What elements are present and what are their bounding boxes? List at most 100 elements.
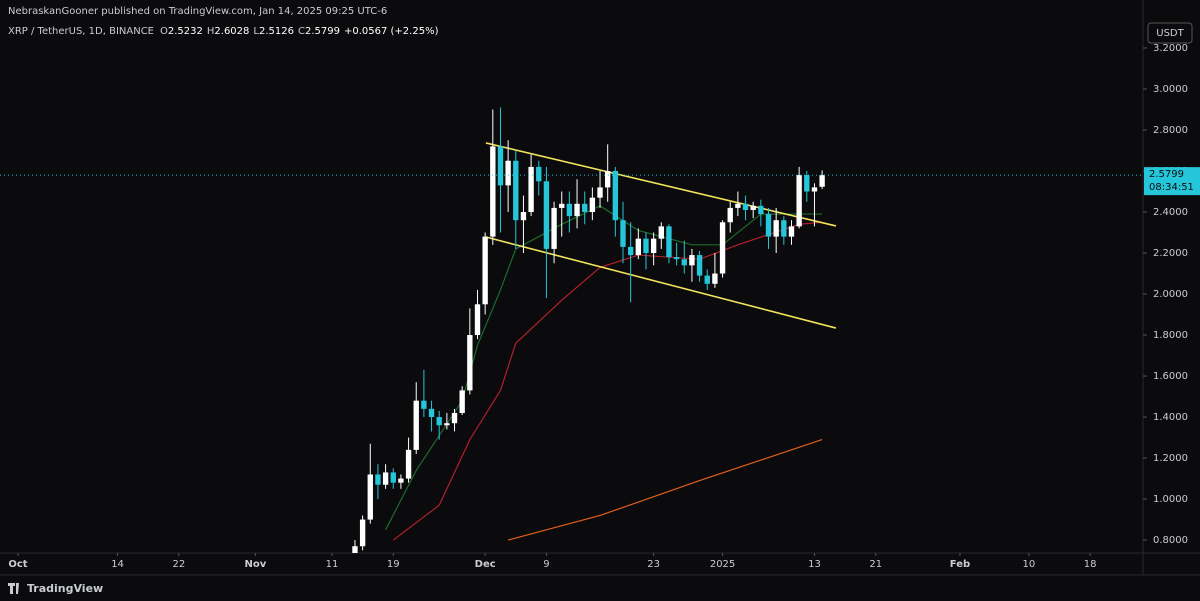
candle-body <box>597 187 603 198</box>
candle-body <box>796 175 802 227</box>
candle-body <box>758 205 764 215</box>
candle-body <box>658 226 664 239</box>
candle-body <box>735 203 741 208</box>
trendline <box>485 236 837 329</box>
candle-body <box>704 275 710 284</box>
candle-body <box>781 220 787 237</box>
y-tick-label: 2.0000 <box>1153 289 1188 300</box>
ohlc-value: 2.5126 <box>259 26 294 37</box>
candle-body <box>543 181 550 249</box>
ohlc-label: C <box>298 26 305 37</box>
symbol: XRP / TetherUS, 1D, BINANCE <box>8 26 154 37</box>
ohlc-value: 2.5799 <box>305 26 340 37</box>
ohlc-label: H <box>207 26 215 37</box>
x-tick-label: 21 <box>869 559 882 570</box>
candle-body <box>398 478 404 483</box>
moving-average <box>507 439 823 541</box>
candle-body <box>742 203 749 210</box>
candle-body <box>551 207 557 249</box>
y-tick-label: 1.6000 <box>1153 371 1188 382</box>
candle-body <box>451 412 458 424</box>
y-tick-label: 1.2000 <box>1153 453 1188 464</box>
x-tick-label: 10 <box>1023 559 1036 570</box>
candle-body <box>635 238 641 256</box>
candle-body <box>513 160 519 221</box>
x-tick-label: 22 <box>172 559 185 570</box>
candle-body <box>681 259 687 266</box>
candle-body <box>467 335 473 391</box>
candle-body <box>505 160 511 186</box>
candle-body <box>582 203 588 213</box>
candle-body <box>719 222 726 274</box>
x-tick-label: 19 <box>387 559 400 570</box>
y-tick-label: 1.4000 <box>1153 412 1188 423</box>
candle-body <box>436 417 442 426</box>
ohlc-label: O <box>160 26 168 37</box>
brand: TradingView <box>27 582 103 595</box>
candle-body <box>490 146 496 237</box>
candle-body <box>765 214 772 237</box>
candle-body <box>444 423 450 426</box>
x-tick-label: 18 <box>1084 559 1097 570</box>
candle-body <box>627 246 634 256</box>
candle-body <box>421 400 427 409</box>
trendline <box>485 142 837 227</box>
plot-area <box>0 107 1143 553</box>
y-tick-label: 3.0000 <box>1153 84 1188 95</box>
x-tick-label: Dec <box>475 559 496 570</box>
candle-body <box>359 519 366 547</box>
y-tick-label: 1.8000 <box>1153 330 1188 341</box>
candle-body <box>696 255 703 276</box>
candle-body <box>520 212 527 221</box>
brand-logo <box>8 583 19 594</box>
currency[interactable]: USDT <box>1156 28 1184 39</box>
candle-body <box>367 474 373 520</box>
candle-body <box>712 273 718 284</box>
candle-body <box>528 166 534 213</box>
y-tick-label: 2.2000 <box>1153 248 1188 259</box>
y-tick-label: 3.2000 <box>1153 43 1188 54</box>
candle-body <box>413 400 419 450</box>
x-tick-label: 11 <box>326 559 339 570</box>
y-tick-label: 2.4000 <box>1153 207 1188 218</box>
x-tick-label: 14 <box>111 559 124 570</box>
candle-body <box>643 238 649 254</box>
x-tick-label: 9 <box>543 559 549 570</box>
candle-body <box>574 203 580 217</box>
candle-body <box>482 236 488 305</box>
x-tick-label: 23 <box>647 559 660 570</box>
legend-text: XRP / TetherUS, 1D, BINANCE O2.5232 H2.602… <box>8 26 439 37</box>
candle-body <box>559 203 565 208</box>
candle-body <box>605 171 611 188</box>
candle-body <box>666 226 672 258</box>
moving-average <box>392 221 823 541</box>
candle-body <box>620 220 626 247</box>
candle-body <box>382 472 389 485</box>
candle-body <box>566 203 573 217</box>
x-tick-label: 13 <box>808 559 821 570</box>
candle-body <box>673 257 680 260</box>
change: +0.0567 (+2.25%) <box>344 26 439 37</box>
price-label: 2.5799 <box>1149 169 1184 180</box>
x-tick-label: Oct <box>8 559 27 570</box>
candle-body <box>788 226 795 237</box>
candle-body <box>819 175 825 187</box>
candle-body <box>804 175 810 192</box>
candle-body <box>773 220 779 237</box>
candle-body <box>536 166 542 182</box>
candle-body <box>428 408 435 418</box>
candle-body <box>459 390 465 413</box>
candle-body <box>811 187 818 192</box>
candle-body <box>375 474 381 485</box>
countdown: 08:34:51 <box>1149 182 1194 193</box>
x-tick-label: 2025 <box>710 559 735 570</box>
ohlc-value: 2.6028 <box>214 26 249 37</box>
candle-body <box>352 546 358 553</box>
candle-body <box>497 146 504 186</box>
currency-box[interactable] <box>1147 22 1193 44</box>
candle-body <box>650 238 657 254</box>
x-tick-label: Nov <box>245 559 267 570</box>
candle-body <box>612 171 619 221</box>
